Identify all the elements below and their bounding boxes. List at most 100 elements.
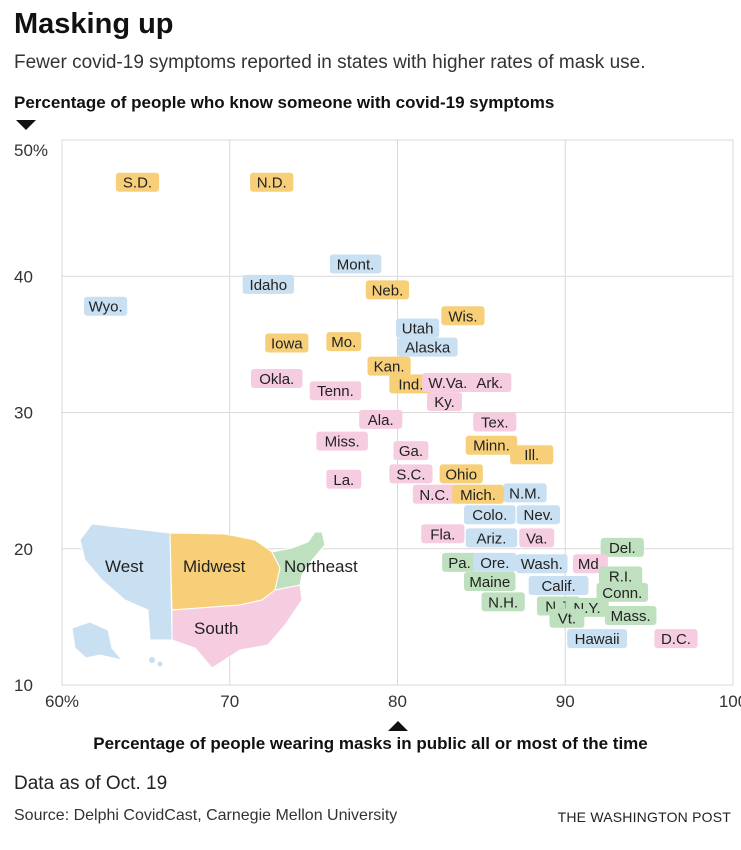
state-label: Calif. xyxy=(541,578,575,595)
state-point: N.C. xyxy=(412,484,457,504)
state-label: Ark. xyxy=(476,375,503,392)
state-marker xyxy=(465,435,518,455)
state-marker xyxy=(516,554,568,574)
state-point: Kan. xyxy=(367,356,411,376)
map-region-northeast xyxy=(271,531,326,591)
state-marker xyxy=(604,606,657,626)
state-point: Alaska xyxy=(397,337,458,357)
state-marker xyxy=(654,629,698,649)
state-marker xyxy=(397,337,458,357)
state-point: Wyo. xyxy=(84,296,128,316)
state-label: R.I. xyxy=(609,569,632,586)
y-tick-label: 20 xyxy=(14,540,33,559)
state-label: Iowa xyxy=(271,336,303,353)
state-marker xyxy=(250,368,303,388)
state-marker xyxy=(452,484,504,504)
state-point: Ky. xyxy=(427,392,462,412)
state-point: S.D. xyxy=(115,172,160,192)
map-alaska xyxy=(71,621,124,661)
state-point: W.Va. xyxy=(422,373,474,393)
state-label: Idaho xyxy=(250,277,288,294)
publisher-credit: THE WASHINGTON POST xyxy=(557,809,731,825)
state-label: Ind. xyxy=(398,376,423,393)
state-marker xyxy=(596,582,649,602)
state-label: Minn. xyxy=(473,438,510,455)
state-marker xyxy=(242,274,295,294)
map-hawaii xyxy=(149,657,155,663)
state-marker xyxy=(412,484,457,504)
state-point: Idaho xyxy=(242,274,295,294)
state-point: Fla. xyxy=(421,524,465,544)
state-label: Ohio xyxy=(445,466,477,483)
state-label: D.C. xyxy=(661,631,691,648)
y-tick-label: 40 xyxy=(14,267,33,286)
y-axis-label: Percentage of people who know someone wi… xyxy=(14,93,555,112)
state-label: Ky. xyxy=(434,394,455,411)
state-label: Va. xyxy=(526,530,547,547)
x-tick-label: 70 xyxy=(220,692,239,711)
state-point: N.D. xyxy=(250,172,294,192)
state-point: Mont. xyxy=(329,254,382,274)
state-label: Hawaii xyxy=(575,631,620,648)
state-marker xyxy=(84,296,128,316)
state-point: Utah xyxy=(396,318,440,338)
state-point: Ind. xyxy=(389,374,433,394)
state-label: Wyo. xyxy=(89,299,123,316)
x-axis-label: Percentage of people wearing masks in pu… xyxy=(93,734,648,753)
state-label: Vt. xyxy=(558,611,576,628)
state-point: Iowa xyxy=(265,333,309,353)
map-label-northeast: Northeast xyxy=(284,557,358,576)
state-marker xyxy=(464,571,516,591)
y-axis-arrow-icon xyxy=(16,120,36,130)
state-marker xyxy=(503,483,547,503)
state-label: Colo. xyxy=(472,507,507,524)
state-point: Miss. xyxy=(316,431,368,451)
state-point: Tex. xyxy=(473,412,517,432)
map-region-south xyxy=(171,584,303,669)
state-point: Md. xyxy=(572,554,608,574)
state-marker xyxy=(359,409,403,429)
y-tick-label: 10 xyxy=(14,676,33,695)
state-label: Mich. xyxy=(460,487,496,504)
state-point: Ohio xyxy=(439,464,483,484)
state-label: N.C. xyxy=(419,487,449,504)
state-label: Utah xyxy=(402,321,434,338)
state-point: Mo. xyxy=(326,332,362,352)
us-region-map: West Midwest South Northeast xyxy=(71,523,358,669)
state-point: S.C. xyxy=(389,464,433,484)
state-point: Ore. xyxy=(473,552,517,572)
state-label: Okla. xyxy=(259,371,294,388)
state-marker xyxy=(549,608,585,628)
state-label: Nev. xyxy=(524,507,554,524)
x-tick-label: 60% xyxy=(45,692,79,711)
y-tick-label: 30 xyxy=(14,404,33,423)
state-label: Wis. xyxy=(448,308,477,325)
state-marker xyxy=(396,318,440,338)
state-label: Mont. xyxy=(337,256,375,273)
map-region-west xyxy=(79,523,173,641)
state-marker xyxy=(329,254,382,274)
chart-subtitle: Fewer covid-19 symptoms reported in stat… xyxy=(14,52,646,73)
state-label: Kan. xyxy=(374,359,405,376)
state-label: Ill. xyxy=(524,447,539,464)
state-point: Ark. xyxy=(468,373,512,393)
state-label: Ala. xyxy=(368,412,394,429)
state-point: N.M. xyxy=(503,483,547,503)
state-marker xyxy=(389,464,433,484)
state-point: D.C. xyxy=(654,629,698,649)
state-label: Ga. xyxy=(399,443,423,460)
state-label: Wash. xyxy=(521,556,563,573)
state-marker xyxy=(326,469,362,489)
state-label: N.D. xyxy=(257,175,287,192)
chart-title: Masking up xyxy=(14,8,174,40)
state-marker xyxy=(389,374,433,394)
state-label: Tenn. xyxy=(317,383,354,400)
state-marker xyxy=(367,356,411,376)
state-point: Wash. xyxy=(516,554,568,574)
state-marker xyxy=(516,505,561,525)
state-label: Fla. xyxy=(430,526,455,543)
state-label: S.C. xyxy=(396,466,425,483)
state-marker xyxy=(600,537,644,557)
state-marker xyxy=(599,566,643,586)
state-point: Mich. xyxy=(452,484,504,504)
